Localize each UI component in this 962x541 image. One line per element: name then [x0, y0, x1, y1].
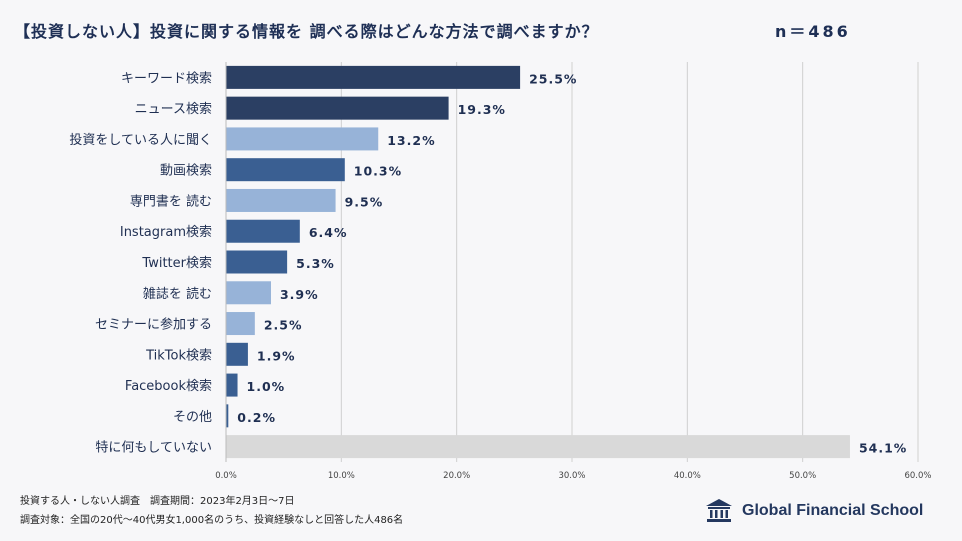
- bar: [226, 342, 248, 366]
- bar: [226, 158, 345, 182]
- data-label: 54.1%: [859, 441, 907, 456]
- logo-text: Global Financial School: [742, 502, 924, 519]
- x-tick-label: 20.0%: [443, 471, 470, 481]
- data-label: 2.5%: [264, 318, 303, 333]
- bar: [226, 96, 449, 120]
- sample-size-label: n＝486: [775, 22, 851, 41]
- data-label: 19.3%: [458, 102, 506, 117]
- category-label: その他: [173, 410, 212, 425]
- x-tick-label: 30.0%: [558, 471, 585, 481]
- bar: [226, 373, 238, 397]
- survey-target-note: 調査対象：全国の20代～40代男女1,000名のうち、投資経験なしと回答した人4…: [20, 515, 404, 526]
- data-label: 0.2%: [237, 410, 276, 425]
- category-label: TikTok検索: [145, 348, 212, 363]
- category-label: 動画検索: [160, 164, 212, 179]
- category-label: ニュース検索: [135, 102, 212, 117]
- category-label: Twitter検索: [141, 256, 212, 271]
- bar: [226, 312, 255, 336]
- bar: [226, 65, 521, 89]
- category-label: Instagram検索: [120, 225, 212, 240]
- bar: [226, 250, 288, 274]
- category-label: 専門書を 読む: [130, 193, 212, 209]
- data-label: 6.4%: [309, 225, 348, 240]
- x-tick-label: 0.0%: [215, 471, 237, 481]
- category-label: セミナーに参加する: [95, 317, 212, 333]
- data-label: 1.0%: [247, 379, 286, 394]
- category-label: 雑誌を 読む: [143, 286, 212, 302]
- chart-title: 【投資しない人】投資に関する情報を 調べる際はどんな方法で調べますか？: [14, 22, 599, 41]
- data-label: 13.2%: [387, 133, 435, 148]
- category-label: キーワード検索: [121, 71, 212, 86]
- data-label: 25.5%: [529, 71, 577, 86]
- bar: [226, 281, 271, 305]
- x-tick-label: 40.0%: [674, 471, 701, 481]
- data-label: 1.9%: [257, 348, 296, 363]
- x-tick-label: 50.0%: [789, 471, 816, 481]
- data-label: 10.3%: [354, 164, 402, 179]
- x-tick-label: 60.0%: [904, 471, 931, 481]
- bar: [226, 127, 379, 151]
- category-label: Facebook検索: [125, 379, 212, 394]
- category-label: 特に何もしていない: [95, 440, 212, 456]
- school-building-icon: [706, 499, 732, 522]
- category-label: 投資をしている人に聞く: [69, 132, 212, 148]
- bar: [226, 404, 229, 428]
- bar: [226, 219, 300, 243]
- bar: [226, 435, 850, 459]
- data-label: 9.5%: [345, 194, 384, 209]
- x-tick-label: 10.0%: [328, 471, 355, 481]
- logo: Global Financial School: [704, 498, 923, 524]
- bar: [226, 188, 336, 212]
- survey-period-note: 投資する人・しない人調査 調査期間：2023年2月3日～7日: [20, 496, 295, 507]
- data-label: 5.3%: [296, 256, 335, 271]
- data-label: 3.9%: [280, 287, 319, 302]
